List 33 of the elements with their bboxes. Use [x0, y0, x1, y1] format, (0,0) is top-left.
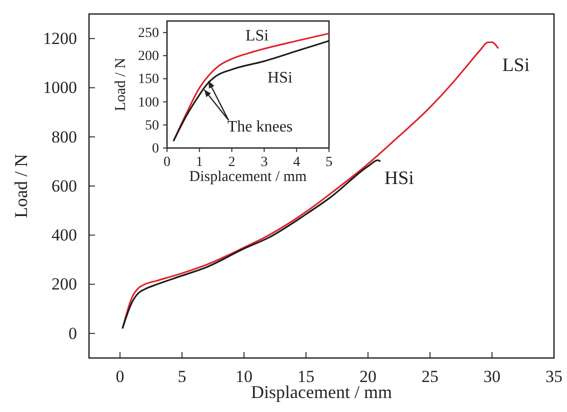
x-tick-label: 0	[164, 154, 170, 170]
x-tick-label: 3	[260, 154, 268, 170]
x-tick-label: 25	[422, 367, 438, 386]
y-tick-label: 200	[138, 49, 159, 64]
series-label: HSi	[384, 168, 414, 189]
x-tick-label: 5	[326, 154, 332, 170]
y-tick-label: 400	[52, 226, 77, 245]
series-label: LSi	[502, 54, 530, 76]
x-tick-label: 10	[236, 367, 252, 386]
x-tick-label: 2	[228, 154, 236, 170]
x-tick-label: 4	[293, 154, 300, 170]
x-tick-label: 0	[116, 367, 124, 386]
y-tick-label: 800	[52, 127, 77, 146]
x-tick-label: 35	[546, 367, 562, 386]
y-axis-title: Load / N	[11, 154, 31, 218]
y-tick-label: 250	[138, 26, 159, 42]
x-tick-label: 1	[196, 154, 203, 170]
y-tick-label: 0	[152, 141, 159, 156]
y-tick-label: 50	[145, 118, 159, 134]
series-label: LSi	[245, 28, 270, 45]
y-tick-label: 200	[52, 274, 77, 294]
y-tick-label: 1000	[43, 78, 77, 98]
x-tick-label: 5	[178, 367, 186, 386]
x-tick-label: 30	[484, 367, 500, 386]
y-tick-label: 600	[52, 176, 77, 196]
x-axis-title: Displacement / mm	[189, 169, 308, 185]
annotation: The knees	[227, 118, 293, 136]
series-label: HSi	[268, 70, 293, 87]
y-tick-label: 0	[68, 324, 77, 343]
y-tick-label: 150	[138, 72, 159, 88]
y-tick-label: 1200	[43, 29, 77, 48]
y-tick-label: 100	[138, 95, 159, 110]
y-axis-title: Load / N	[113, 58, 129, 112]
